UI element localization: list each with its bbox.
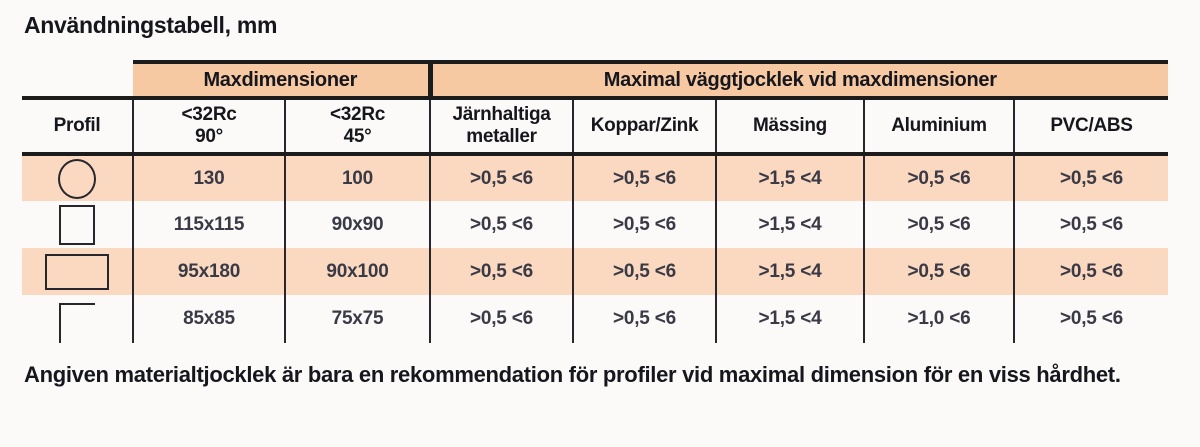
cell-brass: >1,5 <4 — [715, 295, 864, 343]
group-header-wall-thickness: Maximal väggtjocklek vid maxdimensioner — [427, 60, 1169, 100]
cell-brass: >1,5 <4 — [715, 248, 864, 295]
column-header-line: <32Rc — [329, 103, 386, 125]
corner-cell — [22, 62, 133, 100]
cell-copper-zinc: >0,5 <6 — [572, 154, 716, 201]
column-header-32rc-45: <32Rc 45° — [284, 98, 430, 156]
circle-profile-icon — [58, 158, 96, 199]
column-header-line: metaller — [466, 126, 537, 147]
column-header-line: 90° — [195, 126, 223, 147]
column-header-copper-zinc: Koppar/Zink — [572, 98, 716, 156]
profile-cell — [22, 154, 133, 201]
table-row-square: 115x115 90x90 >0,5 <6 >0,5 <6 >1,5 <4 >0… — [22, 201, 1169, 248]
column-header-line: Koppar/Zink — [590, 114, 699, 136]
cell-aluminium: >0,5 <6 — [863, 248, 1014, 295]
cell-pvc-abs: >0,5 <6 — [1012, 295, 1169, 343]
cell-aluminium: >0,5 <6 — [863, 201, 1014, 248]
rectangle-profile-icon — [45, 253, 109, 290]
column-header-line: Järnhaltiga — [452, 103, 551, 125]
column-header-line: PVC/ABS — [1050, 114, 1133, 136]
profile-cell — [22, 201, 133, 248]
page-title: Användningstabell, mm — [24, 12, 278, 38]
column-header-32rc-90: <32Rc 90° — [132, 98, 285, 156]
cell-max-45: 90x100 — [284, 248, 430, 295]
column-header-brass: Mässing — [715, 98, 864, 156]
cell-ferrous: >0,5 <6 — [429, 154, 573, 201]
cell-ferrous: >0,5 <6 — [429, 295, 573, 343]
cell-max-45: 75x75 — [284, 295, 430, 343]
table-row-angle: 85x85 75x75 >0,5 <6 >0,5 <6 >1,5 <4 >1,0… — [22, 295, 1169, 343]
cell-ferrous: >0,5 <6 — [429, 248, 573, 295]
column-header-line: Profil — [53, 114, 101, 136]
cell-max-45: 100 — [284, 154, 430, 201]
usage-table: Maxdimensioner Maximal väggtjocklek vid … — [22, 60, 1169, 343]
cell-copper-zinc: >0,5 <6 — [572, 295, 716, 343]
cell-pvc-abs: >0,5 <6 — [1012, 201, 1169, 248]
group-header-row: Maxdimensioner Maximal väggtjocklek vid … — [22, 60, 1169, 100]
table-row-rectangle: 95x180 90x100 >0,5 <6 >0,5 <6 >1,5 <4 >0… — [22, 248, 1169, 295]
column-header-line: Mässing — [753, 114, 827, 136]
cell-brass: >1,5 <4 — [715, 154, 864, 201]
cell-max-90: 85x85 — [132, 295, 285, 343]
cell-copper-zinc: >0,5 <6 — [572, 201, 716, 248]
angle-profile-icon — [59, 303, 95, 343]
cell-pvc-abs: >0,5 <6 — [1012, 248, 1169, 295]
column-header-ferrous-metals: Järnhaltiga metaller — [429, 98, 573, 156]
column-header-row: Profil <32Rc 90° <32Rc 45° Järnhaltiga m… — [22, 98, 1169, 156]
cell-max-90: 115x115 — [132, 201, 285, 248]
cell-copper-zinc: >0,5 <6 — [572, 248, 716, 295]
cell-max-45: 90x90 — [284, 201, 430, 248]
cell-pvc-abs: >0,5 <6 — [1012, 154, 1169, 201]
cell-max-90: 95x180 — [132, 248, 285, 295]
column-header-line: 45° — [343, 126, 372, 147]
cell-max-90: 130 — [132, 154, 285, 201]
profile-cell — [22, 248, 133, 295]
profile-cell — [22, 295, 133, 343]
cell-aluminium: >0,5 <6 — [863, 154, 1014, 201]
group-header-maxdimensions: Maxdimensioner — [133, 60, 430, 100]
column-header-line: <32Rc — [181, 103, 237, 125]
table-row-circle: 130 100 >0,5 <6 >0,5 <6 >1,5 <4 >0,5 <6 … — [22, 154, 1169, 201]
square-profile-icon — [59, 204, 95, 245]
cell-ferrous: >0,5 <6 — [429, 201, 573, 248]
footnote: Angiven materialtjocklek är bara en reko… — [24, 362, 1121, 387]
column-header-aluminium: Aluminium — [863, 98, 1014, 156]
cell-aluminium: >1,0 <6 — [863, 295, 1014, 343]
column-header-line: Aluminium — [891, 114, 987, 136]
column-header-profil: Profil — [22, 98, 133, 156]
column-header-pvc-abs: PVC/ABS — [1012, 98, 1169, 156]
cell-brass: >1,5 <4 — [715, 201, 864, 248]
